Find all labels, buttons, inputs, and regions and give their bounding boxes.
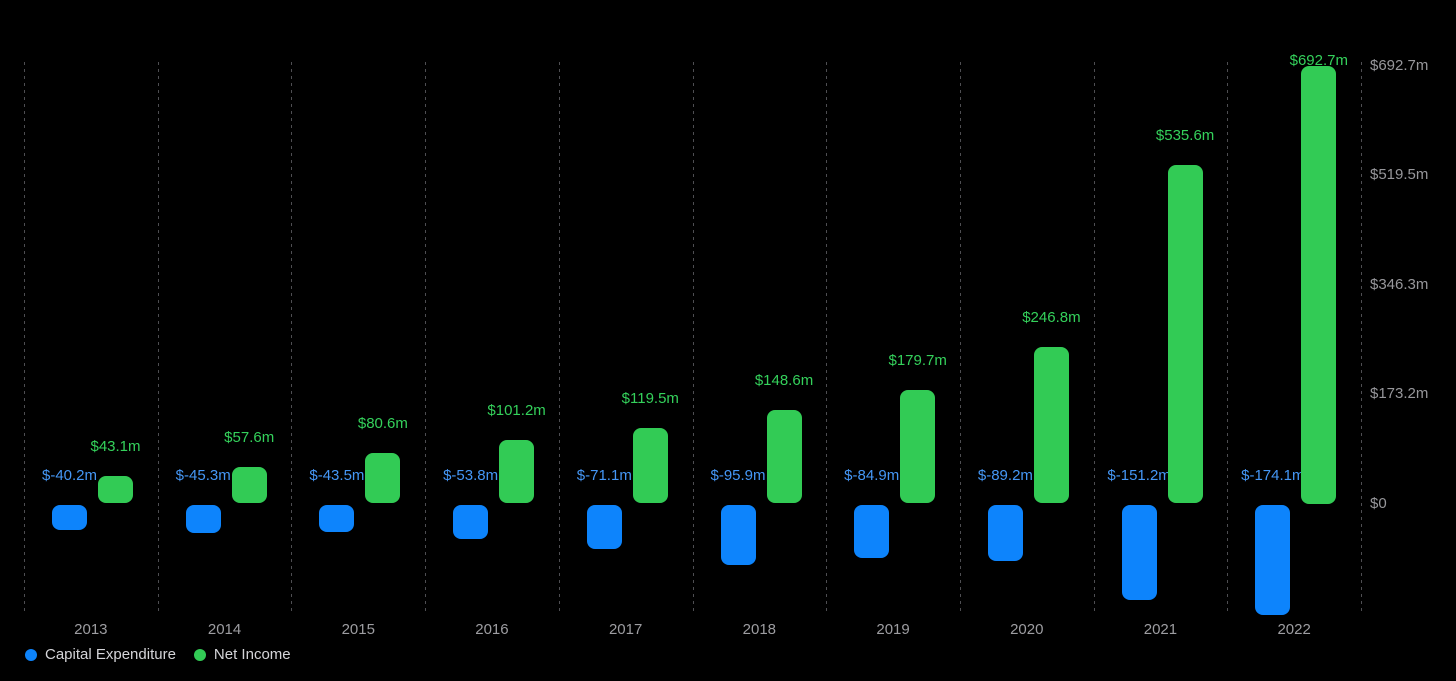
legend-label: Capital Expenditure (45, 646, 176, 663)
vertical-gridline (291, 62, 293, 613)
x-tick-label-2020: 2020 (1010, 621, 1044, 638)
bar-label-net-income: $535.6m (1155, 126, 1215, 144)
vertical-gridline (826, 62, 828, 613)
legend-label: Net Income (213, 646, 291, 663)
bar-label-net-income: $148.6m (754, 371, 814, 389)
vertical-gridline (157, 62, 159, 613)
x-tick-label-2022: 2022 (1277, 621, 1311, 638)
x-tick-label-2021: 2021 (1143, 621, 1178, 638)
net-income-legend-dot-icon (193, 648, 206, 661)
bar-label-net-income: $246.8m (1022, 309, 1081, 327)
bar-net-income-2022[interactable] (1301, 65, 1337, 504)
y-tick-label: $692.7m (1370, 56, 1429, 74)
bar-capital-expenditure-2016[interactable] (453, 504, 489, 539)
bar-label-capital-expenditure: $-174.1m (1241, 466, 1305, 484)
legend-item-capital-expenditure[interactable]: Capital Expenditure (25, 646, 176, 663)
x-tick-label-2013: 2013 (74, 621, 108, 638)
bar-net-income-2014[interactable] (231, 467, 267, 504)
bar-net-income-2015[interactable] (365, 452, 401, 504)
bar-capital-expenditure-2013[interactable] (52, 504, 87, 530)
legend: Capital Expenditure Net Income (25, 646, 291, 663)
x-tick-label-2016: 2016 (475, 621, 509, 638)
y-tick-label: $346.3m (1370, 275, 1429, 293)
x-tick-label-2017: 2017 (608, 621, 643, 638)
bar-label-capital-expenditure: $-84.9m (844, 466, 900, 484)
bar-label-capital-expenditure: $-89.2m (977, 466, 1033, 484)
bar-capital-expenditure-2019[interactable] (854, 504, 890, 559)
bar-capital-expenditure-2021[interactable] (1121, 504, 1157, 601)
bar-net-income-2020[interactable] (1033, 347, 1069, 504)
bar-net-income-2018[interactable] (766, 409, 802, 504)
bar-label-capital-expenditure: $-43.5m (309, 466, 365, 484)
bar-label-net-income: $179.7m (888, 351, 947, 369)
y-tick-label: $519.5m (1370, 166, 1429, 184)
bar-label-net-income: $692.7m (1289, 52, 1348, 69)
y-tick-label: $0 (1370, 494, 1387, 512)
vertical-gridline (425, 62, 427, 613)
bar-label-net-income: $119.5m (621, 389, 679, 407)
x-tick-label-2015: 2015 (341, 621, 375, 638)
bar-net-income-2021[interactable] (1167, 164, 1203, 504)
bar-label-capital-expenditure: $-151.2m (1107, 466, 1171, 484)
bar-capital-expenditure-2015[interactable] (319, 504, 355, 532)
capital-expenditure-legend-dot-icon (25, 648, 37, 661)
bar-net-income-2016[interactable] (499, 439, 535, 504)
y-tick-label: $173.2m (1370, 384, 1429, 402)
bar-capital-expenditure-2020[interactable] (987, 504, 1023, 561)
bar-capital-expenditure-2014[interactable] (185, 504, 221, 534)
x-tick-label-2014: 2014 (207, 621, 242, 638)
bar-label-net-income: $80.6m (357, 414, 408, 432)
x-tick-label-2018: 2018 (742, 621, 777, 638)
bar-label-net-income: $101.2m (487, 401, 546, 419)
bar-label-capital-expenditure: $-45.3m (175, 466, 231, 484)
vertical-gridline (1227, 62, 1229, 613)
legend-item-net-income[interactable]: Net Income (193, 646, 291, 663)
bar-capital-expenditure-2022[interactable] (1255, 504, 1291, 615)
vertical-gridline (692, 62, 694, 613)
bar-capital-expenditure-2017[interactable] (586, 504, 622, 550)
bar-net-income-2013[interactable] (98, 476, 133, 504)
bar-label-net-income: $43.1m (90, 438, 141, 456)
vertical-gridline (959, 62, 961, 613)
vertical-gridline (1361, 62, 1362, 613)
vertical-gridline (1093, 62, 1095, 613)
bar-net-income-2019[interactable] (900, 389, 936, 504)
bar-net-income-2017[interactable] (632, 427, 668, 504)
bar-label-net-income: $57.6m (224, 429, 275, 447)
vertical-gridline (558, 62, 560, 613)
vertical-gridline (24, 62, 25, 613)
bar-label-capital-expenditure: $-53.8m (443, 466, 499, 484)
bar-label-capital-expenditure: $-95.9m (710, 466, 766, 484)
bar-label-capital-expenditure: $-71.1m (576, 466, 632, 484)
bar-label-capital-expenditure: $-40.2m (41, 466, 98, 484)
x-tick-label-2019: 2019 (876, 621, 910, 638)
bar-capital-expenditure-2018[interactable] (720, 504, 756, 566)
